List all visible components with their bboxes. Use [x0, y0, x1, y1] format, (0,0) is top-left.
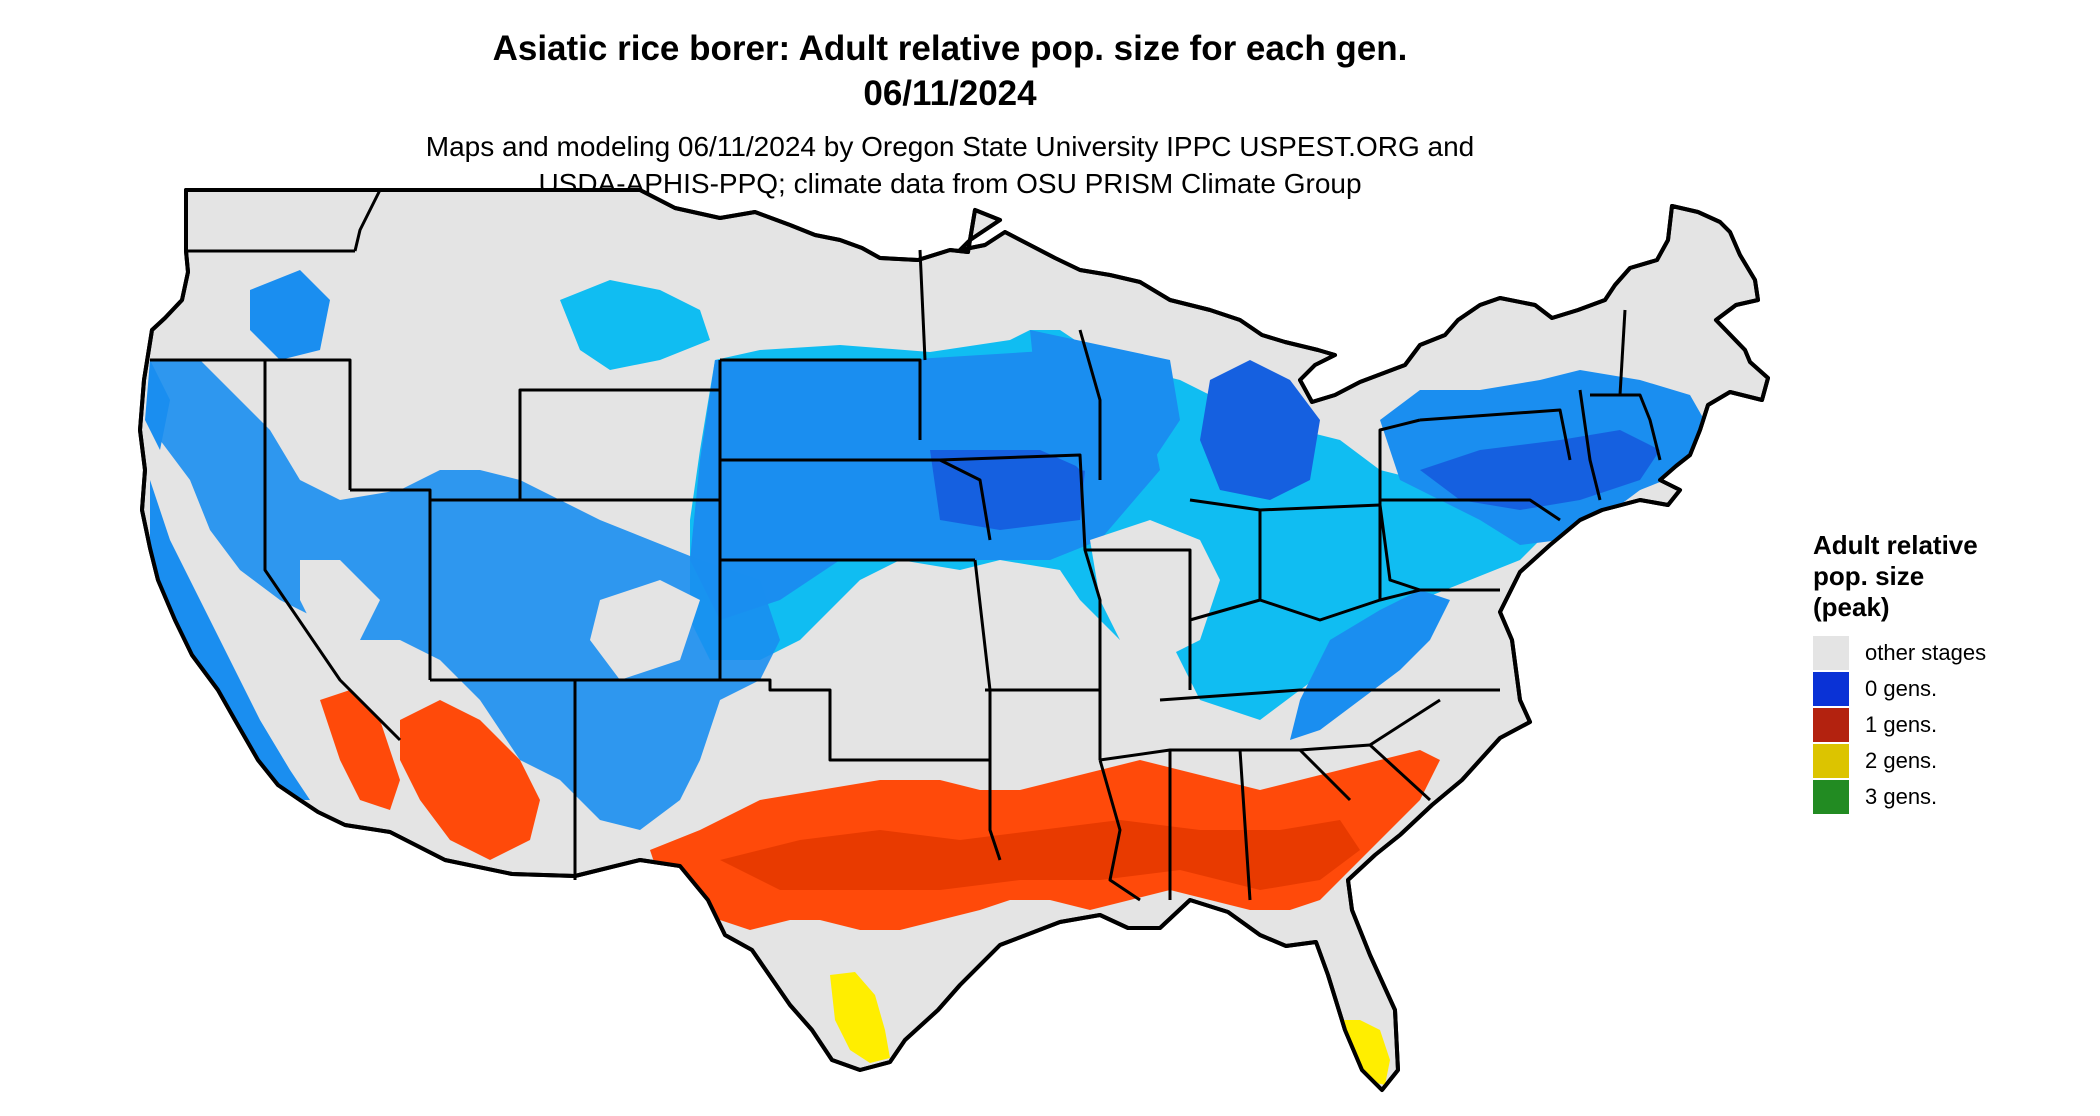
region-0-gens-wisconsin: [1030, 330, 1180, 480]
legend-swatch: [1813, 744, 1849, 778]
map-subtitle-line-2: USDA-APHIS-PPQ; climate data from OSU PR…: [538, 168, 1362, 199]
state-borders: [150, 189, 1662, 902]
map-subtitle: Maps and modeling 06/11/2024 by Oregon S…: [0, 128, 1900, 202]
legend-label: 2 gens.: [1865, 748, 1938, 773]
region-2-gens-south-florida: [1338, 1020, 1390, 1085]
legend-item-2-gens: 2 gens.: [1813, 743, 1986, 779]
state-border: [1085, 548, 1192, 690]
legend-swatch: [1813, 780, 1849, 814]
region-1-gens-arizona: [400, 700, 540, 860]
state-border: [353, 189, 382, 252]
state-border: [350, 488, 432, 680]
region-other-utah: [300, 560, 380, 640]
legend-title-line: (peak): [1813, 592, 1890, 622]
state-border: [720, 458, 992, 541]
legend-item-0-gens: 0 gens.: [1813, 671, 1986, 707]
region-0-gens-northeast-dark: [1420, 430, 1660, 510]
region-0-gens-montana: [560, 280, 710, 370]
legend-label: other stages: [1865, 640, 1987, 665]
map-subtitle-line-1: Maps and modeling 06/11/2024 by Oregon S…: [425, 131, 1475, 162]
legend-swatch: [1813, 672, 1849, 706]
legend-label: 1 gens.: [1865, 712, 1938, 737]
map-title-date: 06/11/2024: [863, 74, 1037, 113]
state-border: [1189, 588, 1421, 622]
us-border: [138, 188, 1770, 1092]
legend-label: 0 gens.: [1865, 676, 1938, 701]
legend-label: 3 gens.: [1865, 784, 1938, 809]
legend-title-line: Adult relative: [1813, 530, 1978, 560]
legend-swatch: [1813, 708, 1849, 742]
map-title-line-1: Asiatic rice borer: Adult relative pop. …: [492, 29, 1408, 68]
state-border: [1378, 504, 1500, 592]
state-border: [575, 678, 1002, 861]
state-border: [1078, 329, 1102, 480]
region-0-gens-idaho: [250, 270, 330, 360]
state-border: [1590, 393, 1662, 461]
legend-item-other-stages: other stages: [1813, 635, 1986, 671]
state-border: [1369, 698, 1441, 747]
state-border: [1240, 748, 1352, 802]
state-border: [150, 358, 352, 490]
legend-title-line: pop. size: [1813, 561, 1925, 591]
legend-item-3-gens: 3 gens.: [1813, 779, 1986, 815]
state-border: [1380, 498, 1561, 522]
state-border: [1419, 408, 1572, 461]
region-2-gens-south-texas: [830, 972, 890, 1063]
region-other-colorado: [590, 580, 700, 680]
region-0-gens-appalachia: [1290, 590, 1450, 740]
state-border: [720, 358, 922, 440]
region-1-gens-south-dark: [720, 820, 1360, 890]
legend-item-1-gens: 1 gens.: [1813, 707, 1986, 743]
region-other-midwest: [1090, 520, 1220, 660]
state-border: [263, 360, 402, 742]
state-border: [1378, 418, 1421, 505]
map-title: Asiatic rice borer: Adult relative pop. …: [0, 26, 1900, 116]
state-border: [1098, 759, 1141, 902]
state-border: [1618, 309, 1627, 396]
state-border: [918, 249, 927, 361]
region-0-gens-oregon-coast: [145, 360, 170, 450]
legend-swatch: [1813, 636, 1849, 670]
region-0-gens-iowa-dark: [930, 450, 1085, 530]
population-regions: [145, 270, 1710, 1085]
region-0-gens-west: [150, 360, 780, 830]
legend: Adult relative pop. size (peak) other st…: [1813, 530, 1986, 815]
legend-title: Adult relative pop. size (peak): [1813, 530, 1986, 623]
region-other-wyoming: [520, 380, 680, 470]
state-border: [1578, 389, 1602, 501]
state-border: [1159, 688, 1500, 702]
region-0-gens-michigan: [1200, 360, 1320, 500]
